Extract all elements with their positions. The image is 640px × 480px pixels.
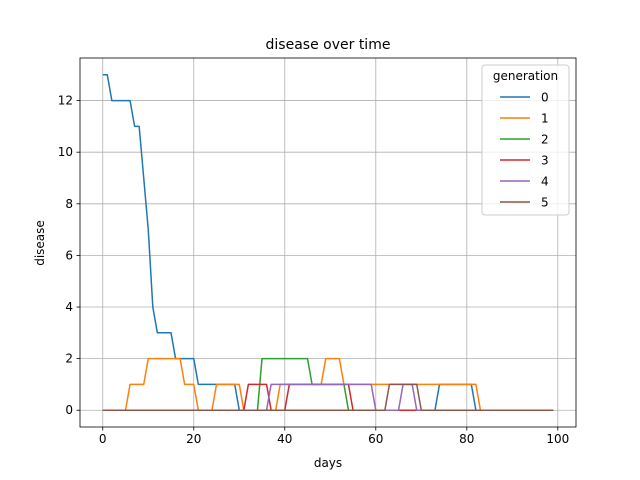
y-tick-label: 4 bbox=[65, 300, 73, 314]
y-tick-label: 6 bbox=[65, 248, 73, 262]
legend-label-4: 4 bbox=[541, 175, 549, 189]
x-axis-label: days bbox=[314, 456, 342, 470]
y-tick-label: 2 bbox=[65, 352, 73, 366]
y-tick-label: 8 bbox=[65, 197, 73, 211]
x-tick-label: 100 bbox=[546, 432, 569, 446]
y-axis: 0 2 4 6 8 10 12 bbox=[58, 94, 80, 417]
legend: generation 0 1 2 3 4 5 bbox=[481, 64, 570, 216]
series-line-0 bbox=[102, 74, 554, 411]
legend-label-5: 5 bbox=[541, 196, 549, 210]
plot-frame bbox=[79, 57, 577, 428]
legend-label-3: 3 bbox=[541, 154, 549, 168]
x-tick-label: 40 bbox=[277, 432, 292, 446]
x-tick-label: 60 bbox=[368, 432, 383, 446]
legend-label-1: 1 bbox=[541, 112, 549, 126]
legend-label-2: 2 bbox=[541, 133, 549, 147]
series-line-1 bbox=[102, 357, 554, 411]
series-line-5 bbox=[102, 383, 554, 411]
legend-label-0: 0 bbox=[541, 91, 549, 105]
y-tick-label: 12 bbox=[58, 94, 73, 108]
legend-box bbox=[481, 64, 570, 216]
x-axis: 0 20 40 60 80 100 bbox=[99, 427, 569, 446]
series-lines bbox=[102, 74, 554, 411]
y-tick-label: 0 bbox=[65, 403, 73, 417]
series-line-2 bbox=[102, 357, 554, 411]
chart-title: disease over time bbox=[266, 37, 391, 53]
series-line-4 bbox=[102, 383, 554, 411]
y-axis-label: disease bbox=[33, 220, 47, 266]
legend-title: generation bbox=[493, 69, 558, 83]
x-tick-label: 20 bbox=[186, 432, 201, 446]
y-tick-label: 10 bbox=[58, 145, 73, 159]
x-tick-label: 0 bbox=[99, 432, 107, 446]
x-tick-label: 80 bbox=[459, 432, 474, 446]
